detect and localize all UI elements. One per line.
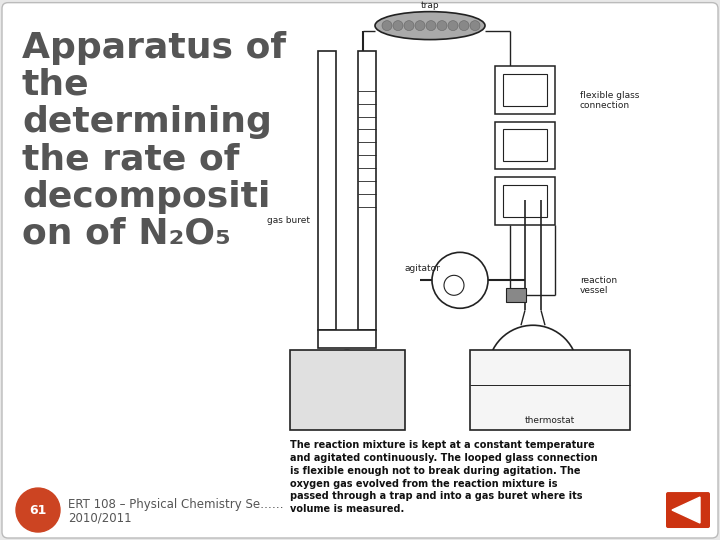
Bar — [495, 65, 555, 113]
Bar — [292, 408, 403, 428]
Text: 2010/2011: 2010/2011 — [68, 511, 132, 524]
Text: Apparatus of
the
determining
the rate of
decompositi
on of N₂O₅: Apparatus of the determining the rate of… — [22, 31, 286, 251]
Bar — [495, 178, 555, 225]
Text: agitator: agitator — [404, 264, 440, 273]
Ellipse shape — [459, 21, 469, 31]
Ellipse shape — [415, 21, 425, 31]
Ellipse shape — [393, 21, 403, 31]
Ellipse shape — [426, 21, 436, 31]
Text: ERT 108 – Physical Chemistry Se……: ERT 108 – Physical Chemistry Se…… — [68, 497, 284, 510]
Bar — [318, 51, 336, 330]
Text: trap: trap — [420, 1, 439, 10]
Ellipse shape — [404, 21, 414, 31]
Bar — [358, 51, 376, 330]
Text: flexible glass
connection: flexible glass connection — [580, 91, 639, 110]
Bar — [318, 330, 376, 348]
Bar — [506, 288, 526, 302]
Ellipse shape — [432, 252, 488, 308]
Bar — [319, 220, 335, 330]
Text: reaction
vessel: reaction vessel — [580, 275, 617, 295]
Ellipse shape — [382, 21, 392, 31]
Ellipse shape — [448, 21, 458, 31]
Bar — [495, 122, 555, 170]
Ellipse shape — [375, 12, 485, 39]
Text: thermostat: thermostat — [525, 416, 575, 424]
Ellipse shape — [470, 21, 480, 31]
Polygon shape — [672, 497, 700, 523]
Bar — [290, 350, 405, 430]
Bar — [503, 185, 547, 218]
Bar — [319, 331, 375, 347]
Ellipse shape — [437, 21, 447, 31]
Text: The reaction mixture is kept at a constant temperature
and agitated continuously: The reaction mixture is kept at a consta… — [290, 440, 598, 514]
Ellipse shape — [338, 350, 356, 362]
Bar — [359, 240, 375, 330]
Bar — [470, 350, 630, 430]
FancyBboxPatch shape — [666, 492, 710, 528]
FancyBboxPatch shape — [2, 3, 718, 538]
Text: gas buret: gas buret — [267, 216, 310, 225]
Bar — [503, 73, 547, 105]
Text: 61: 61 — [30, 503, 47, 517]
Bar — [503, 130, 547, 161]
Ellipse shape — [488, 325, 578, 415]
Circle shape — [16, 488, 60, 532]
